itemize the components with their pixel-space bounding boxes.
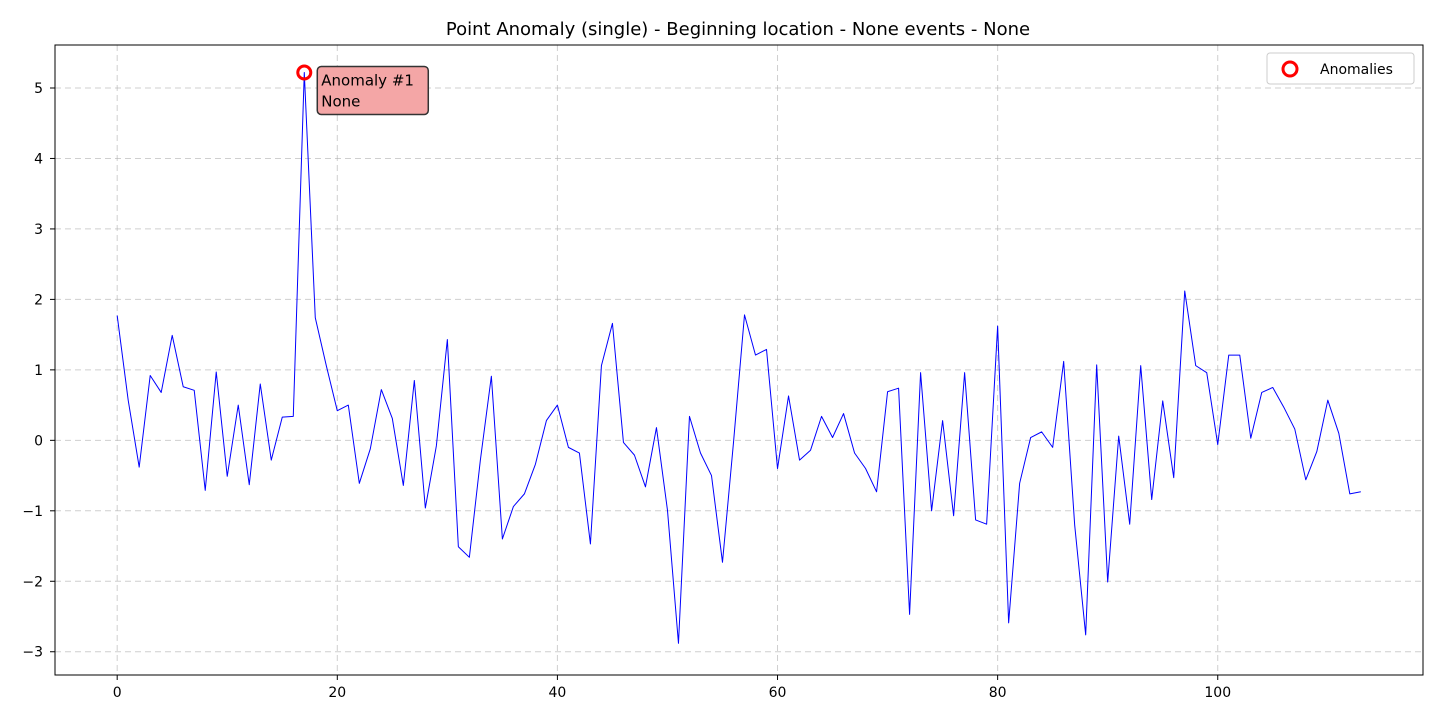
x-tick-label: 20: [328, 685, 346, 701]
plot-frame: [54, 44, 1424, 676]
anomaly-layer: Anomaly #1 None: [296, 64, 430, 116]
y-tick-label: 3: [34, 222, 43, 238]
y-axis: −3 −2 −1 0 1 2 3 4 5: [22, 81, 55, 661]
legend-anomaly-marker: [1281, 60, 1299, 78]
x-tick-label: 60: [769, 685, 787, 701]
anomaly-marker: [296, 64, 313, 81]
x-tick-label: 0: [113, 685, 122, 701]
y-tick-label: 2: [34, 292, 43, 308]
legend: Anomalies: [1266, 52, 1415, 85]
x-tick-label: 40: [548, 685, 566, 701]
y-tick-label: 4: [34, 151, 43, 167]
anomaly-annotation-title: Anomaly #1: [321, 71, 414, 89]
legend-box: [1266, 52, 1415, 85]
y-tick-label: 1: [34, 363, 43, 379]
y-tick-label: −3: [22, 645, 43, 661]
x-tick-label: 100: [1204, 685, 1231, 701]
x-axis: 0 20 40 60 80 100: [113, 675, 1231, 701]
grid: [55, 45, 1423, 675]
y-tick-label: 5: [34, 81, 43, 97]
x-tick-label: 80: [989, 685, 1007, 701]
anomaly-annotation-detail: None: [321, 92, 360, 110]
anomaly-annotation-box: [316, 65, 430, 116]
series-line: [116, 71, 1361, 644]
legend-label-anomalies: Anomalies: [1320, 62, 1393, 78]
y-tick-label: 0: [34, 433, 43, 449]
y-tick-label: −2: [22, 574, 43, 590]
chart-title: Point Anomaly (single) - Beginning locat…: [446, 19, 1030, 40]
y-tick-label: −1: [22, 504, 43, 520]
series-line-layer: [116, 71, 1361, 644]
